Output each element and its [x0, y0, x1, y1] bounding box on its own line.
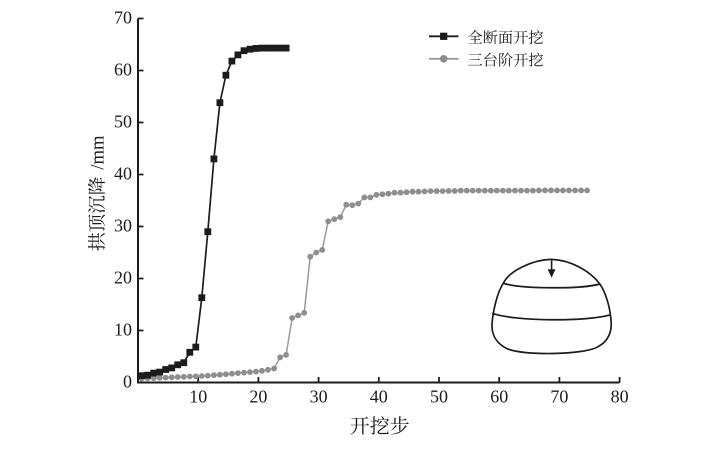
svg-text:0: 0 [123, 372, 132, 392]
svg-text:/mm: /mm [88, 135, 109, 170]
svg-text:80: 80 [611, 387, 629, 407]
svg-text:40: 40 [370, 387, 388, 407]
svg-text:40: 40 [114, 164, 132, 184]
svg-text:30: 30 [114, 216, 132, 236]
svg-text:70: 70 [114, 8, 132, 28]
svg-text:20: 20 [114, 268, 132, 288]
svg-text:50: 50 [114, 112, 132, 132]
svg-text:20: 20 [249, 387, 267, 407]
svg-text:60: 60 [114, 60, 132, 80]
svg-text:60: 60 [490, 387, 508, 407]
svg-text:30: 30 [310, 387, 328, 407]
svg-text:10: 10 [189, 387, 207, 407]
svg-text:70: 70 [550, 387, 568, 407]
svg-text:10: 10 [114, 320, 132, 340]
svg-text:50: 50 [430, 387, 448, 407]
